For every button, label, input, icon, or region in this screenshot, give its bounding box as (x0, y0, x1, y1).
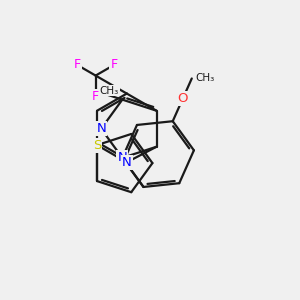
Text: CH₃: CH₃ (195, 74, 214, 83)
Text: F: F (74, 58, 81, 71)
Text: CH₃: CH₃ (100, 86, 119, 96)
Text: S: S (93, 139, 101, 152)
Text: N: N (117, 151, 127, 164)
Text: F: F (110, 58, 118, 71)
Text: F: F (92, 90, 99, 103)
Text: O: O (178, 92, 188, 105)
Text: N: N (96, 122, 106, 135)
Text: N: N (122, 156, 132, 169)
